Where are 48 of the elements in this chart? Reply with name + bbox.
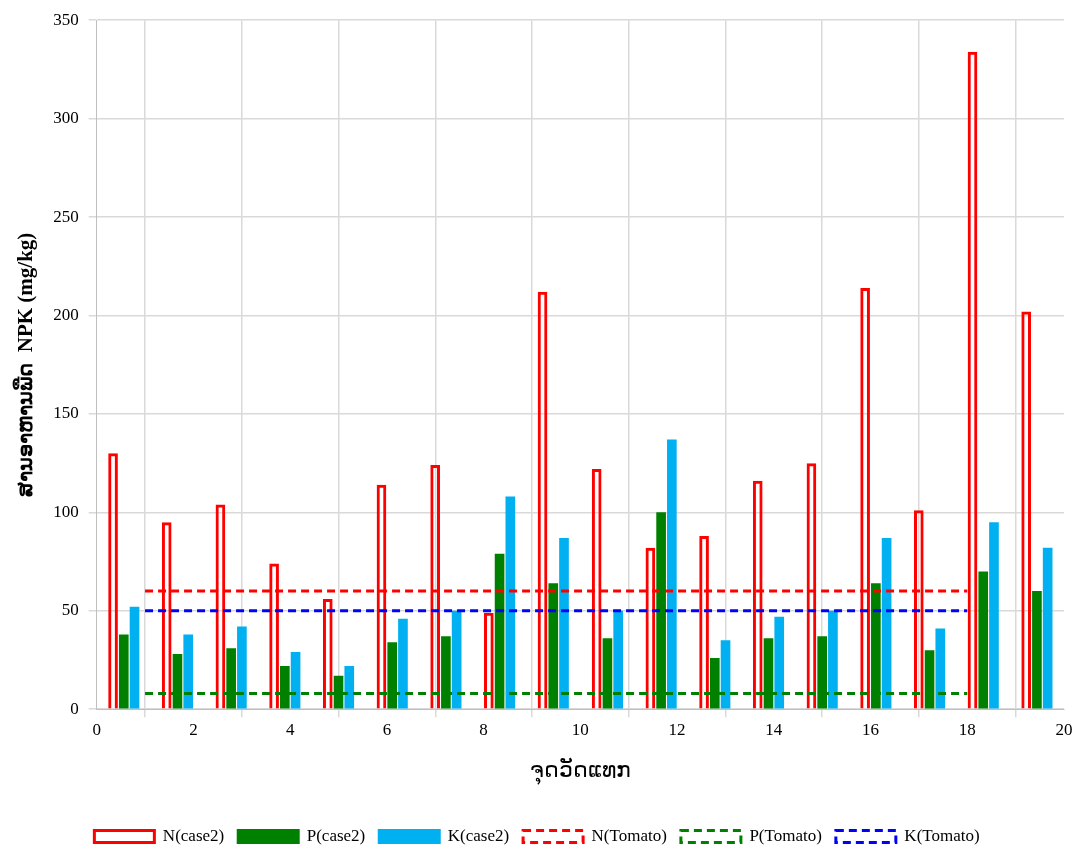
legend-label: N(Tomato) — [591, 825, 667, 845]
y-axis-title: ສານອາຫານພືດ NPK (mg/kg) — [12, 232, 38, 497]
bar — [989, 522, 999, 709]
legend-label: P(case2) — [306, 825, 366, 845]
x-tick-label: 0 — [92, 719, 101, 739]
legend-label: N(case2) — [162, 825, 225, 845]
bar — [505, 496, 516, 709]
x-axis-title: ຈຸດວັດແທກ — [529, 756, 631, 785]
x-tick-label: 12 — [668, 719, 686, 739]
y-tick-label: 200 — [53, 304, 79, 324]
x-tick-label: 2 — [189, 719, 198, 739]
x-tick-label: 10 — [571, 719, 589, 739]
x-tick-label: 8 — [479, 719, 488, 739]
bar — [183, 634, 194, 709]
bar — [978, 571, 989, 709]
legend-label: K(case2) — [447, 825, 510, 845]
x-tick-label: 18 — [958, 719, 976, 739]
x-tick-label: 14 — [765, 719, 783, 739]
x-tick-label: 16 — [862, 719, 880, 739]
bar — [129, 606, 140, 709]
bar — [451, 610, 462, 709]
legend-label: K(Tomato) — [904, 825, 980, 845]
bar — [881, 537, 892, 709]
y-tick-label: 150 — [53, 403, 79, 423]
bar — [774, 616, 785, 709]
bar — [237, 626, 247, 709]
y-tick-label: 350 — [53, 9, 79, 29]
y-tick-label: 100 — [53, 501, 79, 521]
bar — [344, 665, 355, 709]
bar — [1042, 547, 1053, 709]
y-tick-label: 50 — [61, 600, 79, 620]
bar — [720, 640, 731, 709]
legend-label: P(Tomato) — [749, 825, 822, 845]
bar — [613, 610, 623, 709]
bar — [290, 652, 301, 709]
bar — [118, 634, 129, 709]
bar — [559, 537, 569, 709]
y-tick-label: 300 — [53, 108, 79, 128]
x-tick-label: 4 — [285, 719, 295, 739]
y-tick-label: 250 — [53, 206, 79, 226]
x-tick-label: 6 — [382, 719, 392, 739]
bar — [667, 439, 677, 709]
bar — [828, 610, 838, 709]
bar — [398, 618, 408, 709]
y-tick-label: 0 — [70, 698, 79, 718]
x-tick-label: 20 — [1055, 719, 1073, 739]
bar — [1032, 591, 1042, 709]
bar — [935, 628, 946, 709]
